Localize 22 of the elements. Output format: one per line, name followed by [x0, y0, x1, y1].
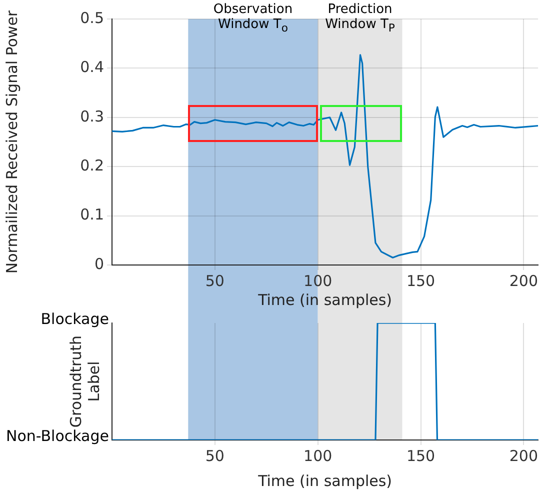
- text: Blockage: [40, 310, 109, 328]
- band-label: Observation Window T$_{o}$: [212, 2, 294, 36]
- x-tick-label: 150: [406, 272, 436, 290]
- y-axis-title: Normailized Received Signal Power: [2, 10, 21, 274]
- x-axis-title: Time (in samples): [257, 290, 392, 309]
- x-tick-label: 50: [205, 272, 224, 290]
- text: Non-Blockage: [6, 426, 109, 445]
- x-tick-label: 200: [509, 446, 538, 465]
- x-tick-label: 50: [205, 446, 224, 465]
- y-axis-title: Groundtruth Label: [66, 335, 103, 428]
- x-axis-title: Time (in samples): [257, 472, 392, 490]
- y-tick-label: 0.4: [80, 58, 104, 76]
- x-tick-label: 200: [509, 272, 538, 290]
- y-tick-label: 0: [94, 254, 104, 273]
- y-tick-label: 0.3: [80, 107, 104, 126]
- band-label: Prediction Window T$_{P}$: [324, 2, 396, 36]
- x-tick-label: 100: [304, 446, 332, 465]
- y-tick-label: 0.1: [80, 206, 104, 224]
- x-tick-label: 150: [406, 446, 436, 465]
- y-tick-label: 0.2: [80, 156, 104, 174]
- x-tick-label: 100: [304, 272, 332, 290]
- y-tick-label: 0.5: [80, 8, 104, 27]
